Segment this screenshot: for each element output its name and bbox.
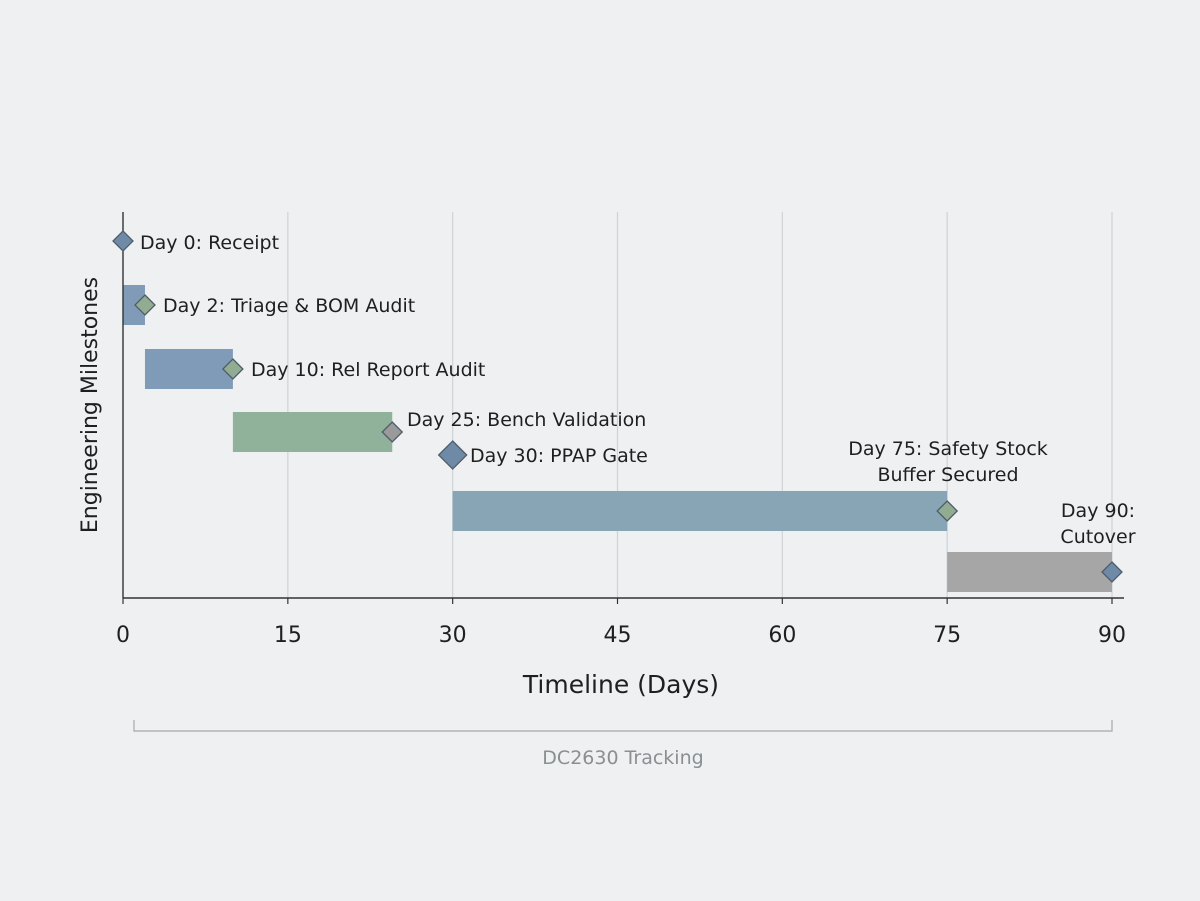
milestone-label-line: Day 90: [1061,500,1135,522]
x-tick-labels: 0 15 30 45 60 75 90 [116,598,1126,648]
milestone-label-5: Day 75: Safety Stock Buffer Secured [848,438,1048,486]
task-bars [123,285,1112,592]
y-axis-label: Engineering Milestones [78,277,103,533]
milestone-label-line: Day 30: PPAP Gate [470,445,648,467]
milestone-label-line: Buffer Secured [877,464,1018,486]
milestone-label-3: Day 25: Bench Validation [407,409,646,431]
milestone-marker-3 [381,421,404,443]
milestone-markers [112,230,1123,583]
x-tick-label-0: 0 [116,623,130,648]
bracket-label: DC2630 Tracking [542,747,703,769]
x-tick-label-30: 30 [439,623,467,648]
milestone-label-line: Day 75: Safety Stock [848,438,1048,460]
task-bar-1 [123,285,145,325]
milestone-marker-0 [112,230,134,252]
milestone-label-6: Day 90: Cutover [1060,500,1135,548]
milestone-label-line: Day 25: Bench Validation [407,409,646,431]
x-tick-label-60: 60 [768,623,796,648]
x-tick-label-75: 75 [933,623,961,648]
milestone-label-2: Day 10: Rel Report Audit [251,359,485,381]
x-tick-label-90: 90 [1098,623,1126,648]
bracket-line [133,720,1113,732]
milestone-marker-4 [437,440,468,470]
milestone-label-line: Day 0: Receipt [140,232,279,254]
milestone-marker-2 [221,358,244,380]
milestone-label-line: Cutover [1060,526,1135,548]
x-axis-label: Timeline (Days) [522,670,719,699]
axes [122,212,1124,599]
x-tick-label-15: 15 [274,623,302,648]
x-tick-label-45: 45 [604,623,632,648]
milestone-marker-5 [936,500,959,522]
task-bar-3 [232,412,393,452]
milestone-label-1: Day 2: Triage & BOM Audit [163,295,415,317]
task-bar-2 [144,349,233,389]
milestone-label-line: Day 2: Triage & BOM Audit [163,295,415,317]
milestone-label-line: Day 10: Rel Report Audit [251,359,485,381]
milestone-label-0: Day 0: Receipt [140,232,279,254]
milestone-marker-1 [134,294,156,316]
milestone-labels: Day 0: Receipt Day 2: Triage & BOM Audit D… [140,232,1136,548]
milestone-marker-6 [1101,561,1123,583]
task-bar-6 [947,552,1112,592]
task-bar-5 [452,491,948,531]
grid-lines [287,212,1113,598]
milestone-label-4: Day 30: PPAP Gate [470,445,648,467]
footer-bracket: DC2630 Tracking [133,720,1113,769]
